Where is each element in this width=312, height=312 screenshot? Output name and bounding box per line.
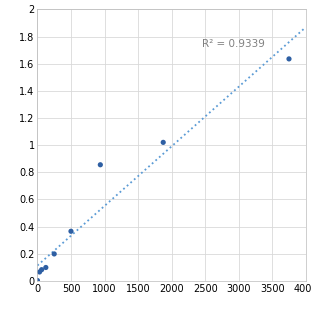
Point xyxy=(161,140,166,145)
Point xyxy=(68,229,73,234)
Text: R² = 0.9339: R² = 0.9339 xyxy=(202,39,265,49)
Point xyxy=(37,270,42,275)
Point xyxy=(39,267,44,272)
Point xyxy=(286,56,291,61)
Point xyxy=(52,251,57,256)
Point xyxy=(98,162,103,167)
Point xyxy=(43,265,48,270)
Point xyxy=(35,278,40,283)
